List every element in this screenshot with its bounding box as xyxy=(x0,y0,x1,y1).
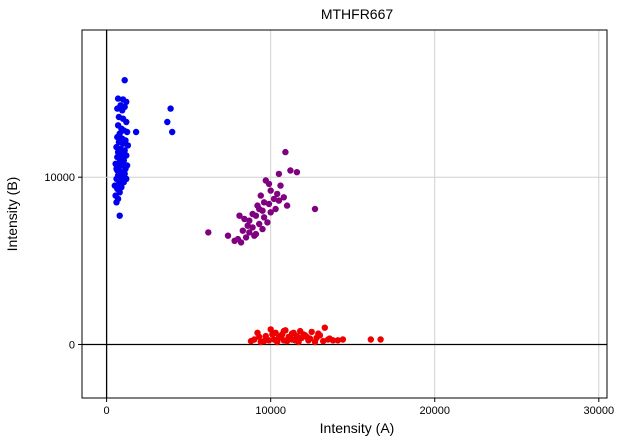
data-point xyxy=(247,337,255,345)
data-point xyxy=(275,197,283,204)
data-point xyxy=(282,148,289,156)
data-point xyxy=(123,118,130,126)
data-point xyxy=(267,187,274,194)
data-point xyxy=(267,326,274,333)
data-point xyxy=(246,229,253,236)
data-point xyxy=(265,337,273,344)
data-point xyxy=(329,337,337,344)
x-tick-label-1: 10000 xyxy=(255,405,286,417)
data-point xyxy=(123,162,131,169)
data-point xyxy=(367,336,374,343)
data-point xyxy=(270,195,278,203)
data-point xyxy=(280,327,287,335)
data-point xyxy=(121,77,128,84)
data-point xyxy=(224,232,232,239)
data-point xyxy=(303,333,310,341)
data-point xyxy=(290,329,297,336)
data-point xyxy=(113,199,120,206)
data-point xyxy=(119,140,127,147)
data-point xyxy=(231,237,238,244)
data-point xyxy=(114,105,121,112)
axis-ticks: 0 10000 20000 30000 0 10000 xyxy=(44,172,614,417)
data-point xyxy=(114,95,122,102)
x-tick-label-3: 30000 xyxy=(584,405,615,417)
data-point xyxy=(241,215,248,223)
data-point xyxy=(242,234,250,241)
data-point xyxy=(123,152,130,159)
data-point xyxy=(274,190,281,198)
data-point xyxy=(244,222,251,229)
data-point xyxy=(259,207,266,214)
data-point xyxy=(324,336,332,343)
data-point xyxy=(237,239,245,246)
data-point xyxy=(256,220,263,228)
data-point xyxy=(287,167,294,174)
data-point xyxy=(269,331,276,338)
data-point xyxy=(275,334,283,341)
x-axis-label: Intensity (A) xyxy=(320,420,395,436)
data-point xyxy=(267,209,274,216)
data-point xyxy=(311,205,319,213)
data-point xyxy=(334,337,342,344)
data-point xyxy=(288,336,296,343)
x-tick-label-0: 0 xyxy=(104,405,110,417)
data-point xyxy=(164,118,171,126)
data-point xyxy=(123,98,130,106)
data-point xyxy=(239,227,246,234)
chart-title: MTHFR667 xyxy=(321,6,394,22)
data-point xyxy=(265,200,273,208)
data-point xyxy=(116,212,123,219)
data-point xyxy=(256,333,263,341)
data-point xyxy=(311,338,319,346)
data-point xyxy=(260,199,268,206)
data-point xyxy=(264,219,271,226)
data-point xyxy=(246,217,253,224)
data-point xyxy=(275,170,283,178)
data-point xyxy=(169,128,176,136)
data-point xyxy=(251,232,258,239)
data-point xyxy=(315,330,322,337)
data-point xyxy=(249,224,256,231)
data-point xyxy=(123,175,130,183)
data-point xyxy=(205,229,212,236)
series-1 xyxy=(205,148,319,246)
data-point xyxy=(320,337,327,345)
data-point xyxy=(283,337,291,345)
data-point xyxy=(124,142,132,149)
data-point xyxy=(283,202,291,209)
data-point xyxy=(321,324,328,331)
series-0 xyxy=(111,77,176,219)
gridlines xyxy=(82,30,607,398)
data-point xyxy=(252,212,260,219)
data-point xyxy=(167,105,174,112)
data-point xyxy=(113,165,120,172)
data-points xyxy=(111,77,384,346)
data-point xyxy=(339,336,347,343)
data-point xyxy=(119,107,126,114)
series-2 xyxy=(247,324,384,346)
y-axis-label: Intensity (B) xyxy=(4,177,20,252)
data-point xyxy=(280,194,287,201)
plot-frame xyxy=(81,29,608,399)
y-tick-label-1: 10000 xyxy=(44,172,75,184)
data-point xyxy=(295,338,302,346)
data-point xyxy=(293,169,301,176)
data-point xyxy=(114,133,121,141)
data-point xyxy=(260,214,268,221)
data-point xyxy=(265,180,273,188)
data-point xyxy=(308,328,315,336)
y-tick-label-0: 0 xyxy=(69,339,75,351)
data-point xyxy=(257,338,264,346)
data-point xyxy=(132,128,140,136)
data-point xyxy=(254,202,261,209)
data-point xyxy=(236,212,243,219)
x-tick-label-2: 20000 xyxy=(419,405,450,417)
data-point xyxy=(377,336,384,343)
data-point xyxy=(272,205,279,213)
data-point xyxy=(123,128,131,136)
data-point xyxy=(259,225,266,233)
data-point xyxy=(277,182,284,189)
data-point xyxy=(257,192,264,199)
